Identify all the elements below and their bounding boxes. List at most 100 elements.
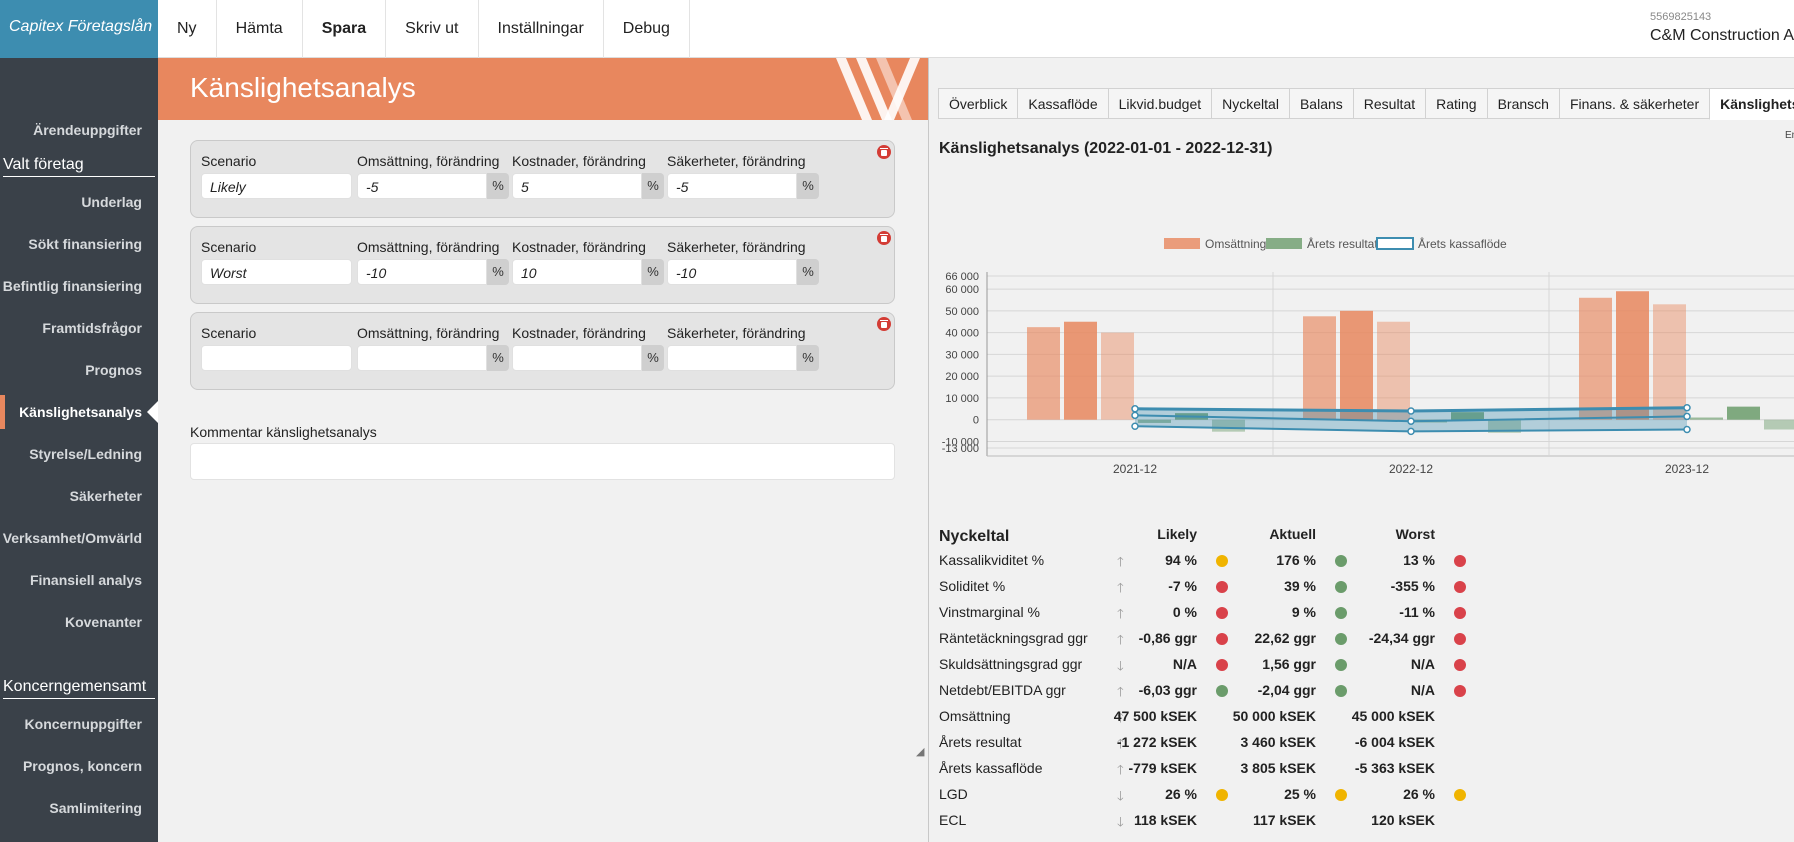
sidebar-item-6[interactable]: Styrelse/Ledning	[29, 446, 142, 462]
bar-result	[1488, 419, 1521, 433]
scenario-revenue-input[interactable]: -5	[357, 173, 487, 199]
sidebar-item-2[interactable]: Befintlig finansiering	[2, 278, 142, 294]
scenario-scenario-input[interactable]: Worst	[201, 259, 352, 285]
x-tick-label: 2022-12	[1389, 462, 1433, 476]
scenario-scenario-input[interactable]: Likely	[201, 173, 352, 199]
scenario-collateral-input[interactable]: -5	[667, 173, 797, 199]
scenario-collateral-input[interactable]	[667, 345, 797, 371]
kpi-column-header: Worst	[1395, 526, 1435, 542]
sidebar-item-4[interactable]: Prognos	[85, 362, 142, 378]
menu-item-2[interactable]: Spara	[303, 0, 387, 58]
sidebar-group-item-1[interactable]: Prognos, koncern	[22, 758, 142, 774]
kpi-value: 9 %	[1291, 604, 1316, 620]
menu-item-3[interactable]: Skriv ut	[386, 0, 479, 58]
scenario-costs-input[interactable]	[512, 345, 642, 371]
kpi-value: -5 363 kSEK	[1354, 760, 1435, 776]
header-decoration-icon	[836, 58, 920, 120]
sidebar-item-8[interactable]: Verksamhet/Omvärld	[2, 530, 142, 546]
tab-6[interactable]: Rating	[1425, 88, 1488, 119]
sidebar-item-top-0[interactable]: Ärendeuppgifter	[33, 122, 142, 138]
y-tick-label: 40 000	[945, 328, 979, 340]
tab-5[interactable]: Resultat	[1352, 88, 1427, 119]
bar-result	[1451, 412, 1484, 420]
kpi-value: 39 %	[1284, 578, 1316, 594]
status-dot-red-icon	[1454, 685, 1466, 697]
point-cashflow	[1407, 417, 1415, 425]
kpi-value: 0 %	[1172, 604, 1197, 620]
scenario-scenario-input[interactable]	[201, 345, 352, 371]
sidebar-group-item-0[interactable]: Koncernuppgifter	[24, 716, 142, 732]
tab-0[interactable]: Överblick	[938, 88, 1019, 119]
kpi-row: Skuldsättningsgrad ggr 🡓 N/A 1,56 ggr N/A	[939, 656, 1499, 682]
sidebar-item-9[interactable]: Finansiell analys	[29, 572, 142, 588]
resize-handle-icon[interactable]: ◢	[916, 746, 925, 758]
field-label-costs: Kostnader, förändring	[512, 153, 646, 169]
percent-addon: %	[642, 173, 664, 199]
kpi-title: Nyckeltal	[939, 528, 1010, 545]
tab-4[interactable]: Balans	[1288, 88, 1354, 119]
arrow-up-icon: 🡑	[1117, 736, 1124, 751]
comment-textarea[interactable]	[190, 443, 895, 480]
x-tick-label: 2021-12	[1113, 462, 1157, 476]
status-dot-red-icon	[1454, 633, 1466, 645]
scenario-costs-input[interactable]: 5	[512, 173, 642, 199]
menu-item-1[interactable]: Hämta	[217, 0, 303, 58]
page-title: Känslighetsanalys	[190, 72, 416, 103]
status-dot-green-icon	[1335, 685, 1347, 697]
menu-item-4[interactable]: Inställningar	[479, 0, 604, 58]
tab-3[interactable]: Nyckeltal	[1211, 88, 1290, 119]
tab-2[interactable]: Likvid.budget	[1107, 88, 1213, 119]
tab-9[interactable]: Känslighetsanalys	[1709, 88, 1794, 120]
legend-label: Årets resultat	[1307, 236, 1378, 251]
bar-result	[1690, 417, 1723, 420]
kpi-row: Årets kassaflöde 🡑 -779 kSEK 3 805 kSEK -5 3…	[939, 760, 1499, 786]
status-dot-red-icon	[1454, 659, 1466, 671]
kpi-value: N/A	[1172, 656, 1197, 672]
field-label-costs: Kostnader, förändring	[512, 325, 646, 341]
menu-item-0[interactable]: Ny	[158, 0, 217, 58]
status-dot-green-icon	[1216, 685, 1228, 697]
scenario-collateral-input[interactable]: -10	[667, 259, 797, 285]
brand-logo[interactable]: Capitex Företagslån	[0, 0, 158, 58]
tab-8[interactable]: Finans. & säkerheter	[1558, 88, 1711, 119]
menu-item-5[interactable]: Debug	[604, 0, 690, 58]
sidebar-group-item-2[interactable]: Samlimitering	[49, 800, 142, 816]
scenario-revenue-input[interactable]	[357, 345, 487, 371]
bar-revenue	[1377, 321, 1410, 420]
status-dot-green-icon	[1335, 607, 1347, 619]
bar-revenue	[1653, 304, 1686, 420]
sidebar-item-0[interactable]: Underlag	[81, 194, 142, 210]
field-label-collateral: Säkerheter, förändring	[667, 325, 806, 341]
delete-scenario-icon[interactable]	[877, 145, 891, 159]
status-dot-yellow-icon	[1216, 789, 1228, 801]
scenario-card: Scenario Likely Omsättning, förändring -5% K…	[190, 140, 895, 218]
kpi-column-header: Aktuell	[1269, 526, 1316, 542]
sidebar-item-5[interactable]: Känslighetsanalys	[19, 404, 142, 420]
arrow-down-icon: 🡓	[1117, 814, 1124, 829]
sidebar-heading-selected-company: Valt företag	[3, 156, 155, 177]
y-tick-label: 60 000	[945, 284, 979, 296]
status-dot-red-icon	[1454, 555, 1466, 567]
sidebar-item-7[interactable]: Säkerheter	[69, 488, 142, 504]
kpi-name: Omsättning	[939, 708, 1011, 724]
delete-scenario-icon[interactable]	[877, 317, 891, 331]
kpi-value: 47 500 kSEK	[1113, 708, 1197, 724]
sidebar-item-3[interactable]: Framtidsfrågor	[42, 320, 142, 336]
point-cashflow	[1131, 411, 1139, 420]
sidebar-item-10[interactable]: Kovenanter	[64, 614, 142, 630]
kpi-value: -355 %	[1390, 578, 1435, 594]
tab-1[interactable]: Kassaflöde	[1017, 88, 1109, 119]
scenario-costs-input[interactable]: 10	[512, 259, 642, 285]
tab-7[interactable]: Bransch	[1486, 88, 1560, 119]
scenario-revenue-input[interactable]: -10	[357, 259, 487, 285]
status-dot-red-icon	[1454, 607, 1466, 619]
field-label-scenario: Scenario	[201, 325, 257, 341]
status-dot-yellow-icon	[1454, 789, 1466, 801]
kpi-row: Omsättning 🡑 47 500 kSEK 50 000 kSEK 45 000 …	[939, 708, 1499, 734]
sidebar-item-1[interactable]: Sökt finansiering	[28, 236, 142, 252]
delete-scenario-icon[interactable]	[877, 231, 891, 245]
field-label-collateral: Säkerheter, förändring	[667, 239, 806, 255]
percent-addon: %	[487, 259, 509, 285]
point-cashflow	[1407, 427, 1415, 436]
